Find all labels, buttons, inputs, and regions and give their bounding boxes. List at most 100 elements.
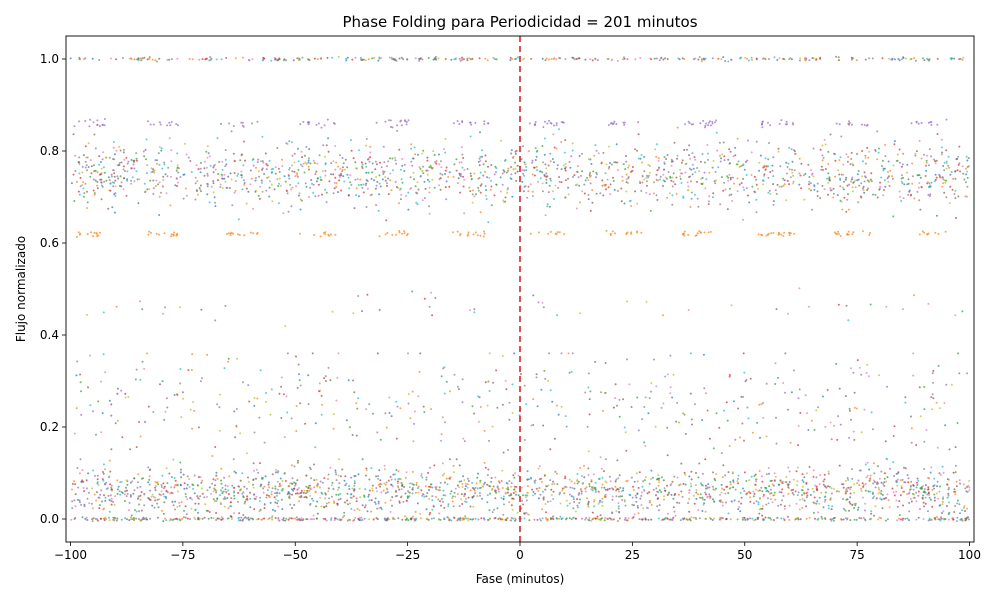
data-point	[552, 490, 555, 493]
data-point	[910, 480, 913, 483]
data-point	[815, 409, 818, 412]
data-point	[353, 509, 356, 512]
data-point	[176, 232, 179, 235]
data-point	[801, 485, 804, 488]
data-point	[715, 473, 718, 475]
data-point	[703, 171, 706, 174]
data-point	[625, 480, 628, 483]
data-point	[400, 496, 402, 499]
data-point	[634, 148, 637, 151]
data-point	[445, 166, 448, 169]
data-point	[911, 162, 914, 165]
data-point	[918, 182, 921, 184]
data-point	[464, 515, 467, 518]
data-point	[385, 182, 388, 185]
data-point	[899, 195, 901, 198]
data-point	[391, 496, 394, 499]
data-point	[469, 190, 472, 193]
data-point	[573, 58, 576, 61]
data-point	[76, 360, 79, 363]
data-point	[121, 436, 124, 439]
data-point	[590, 480, 593, 483]
data-point	[163, 161, 166, 164]
data-point	[769, 193, 772, 195]
data-point	[719, 203, 722, 206]
data-point	[900, 165, 903, 168]
data-point	[755, 183, 758, 186]
data-point	[706, 409, 709, 412]
data-point	[483, 232, 486, 235]
data-point	[324, 492, 327, 495]
data-point	[729, 486, 732, 489]
data-point	[411, 492, 414, 495]
data-point	[143, 155, 146, 158]
data-point	[130, 514, 133, 517]
data-point	[573, 501, 576, 503]
data-point	[78, 162, 81, 165]
data-point	[945, 383, 948, 386]
data-point	[767, 158, 770, 161]
data-point	[82, 195, 85, 198]
data-point	[883, 497, 886, 500]
data-point	[78, 172, 81, 175]
data-point	[792, 493, 795, 496]
data-point	[599, 499, 602, 502]
data-point	[928, 59, 930, 62]
data-point	[947, 513, 950, 515]
data-point	[774, 498, 777, 501]
data-point	[717, 57, 720, 60]
data-point	[384, 483, 387, 486]
data-point	[594, 144, 597, 147]
data-point	[772, 156, 775, 159]
data-point	[860, 182, 863, 185]
data-point	[588, 413, 591, 416]
data-point	[666, 58, 669, 60]
data-point	[927, 193, 930, 196]
data-point	[570, 370, 573, 373]
data-point	[432, 504, 435, 507]
data-point	[765, 503, 768, 506]
data-point	[888, 57, 891, 60]
data-point	[929, 193, 932, 196]
data-point	[899, 479, 902, 482]
data-point	[610, 58, 613, 61]
data-point	[625, 155, 627, 158]
data-point	[726, 208, 729, 211]
data-point	[423, 180, 426, 183]
data-point	[260, 160, 262, 163]
data-point	[514, 519, 517, 522]
data-point	[696, 180, 698, 183]
data-point	[321, 193, 323, 196]
data-point	[395, 186, 398, 188]
data-point	[249, 183, 252, 186]
data-point	[946, 496, 949, 499]
data-point	[798, 172, 801, 175]
data-point	[626, 300, 628, 303]
data-point	[445, 477, 448, 480]
data-point	[289, 183, 292, 186]
scatter-points	[69, 55, 971, 523]
data-point	[522, 145, 525, 148]
data-point	[109, 182, 112, 185]
data-point	[338, 179, 341, 182]
data-point	[698, 517, 701, 520]
data-point	[921, 230, 924, 233]
data-point	[688, 122, 691, 125]
data-point	[626, 182, 629, 184]
data-point	[414, 153, 417, 156]
data-point	[390, 126, 392, 128]
data-point	[661, 476, 663, 479]
data-point	[347, 379, 350, 382]
data-point	[546, 203, 549, 206]
data-point	[488, 439, 490, 442]
data-point	[926, 493, 929, 496]
data-point	[605, 229, 608, 232]
data-point	[824, 491, 827, 494]
data-point	[114, 194, 117, 197]
data-point	[281, 488, 284, 490]
data-point	[930, 124, 933, 126]
data-point	[732, 486, 735, 489]
data-point	[937, 233, 940, 235]
data-point	[898, 517, 900, 520]
data-point	[762, 183, 765, 186]
